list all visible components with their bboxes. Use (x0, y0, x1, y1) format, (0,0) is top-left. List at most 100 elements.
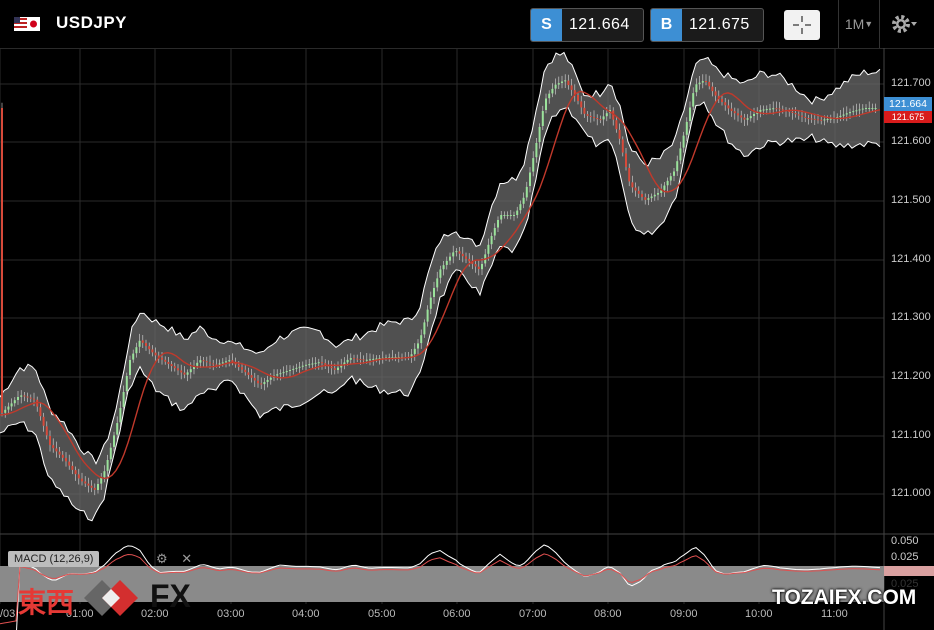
crosshair-icon (793, 16, 811, 34)
candle-body (858, 109, 861, 111)
candle-body (529, 172, 531, 186)
candle-body (429, 297, 432, 309)
candle-body (193, 366, 195, 369)
candle-body (113, 435, 115, 447)
candle-body (100, 477, 103, 484)
candle-body (20, 395, 23, 397)
candle-body (653, 194, 656, 197)
candle-body (804, 116, 807, 119)
candle-body (631, 182, 634, 188)
macd-tick: 0.050 (891, 535, 919, 547)
crosshair-button[interactable] (784, 10, 820, 40)
candle-body (740, 115, 743, 118)
close-icon[interactable]: ✕ (181, 551, 193, 566)
buy-tag: B (651, 9, 682, 41)
settings-gear-icon[interactable] (890, 12, 918, 36)
candle-body (778, 108, 781, 110)
candle-body (410, 354, 413, 357)
candle-body (865, 108, 867, 109)
tozaifx-watermark: TOZAIFX.COM (772, 586, 917, 609)
candle-body (737, 113, 739, 116)
candle-body (423, 322, 426, 335)
candle-body (599, 119, 602, 121)
candle-body (106, 460, 109, 471)
candle-body (465, 256, 467, 259)
price-chart[interactable] (0, 48, 934, 630)
candle-body (196, 362, 199, 366)
candle-body (253, 377, 256, 381)
candle-body (148, 346, 151, 350)
candle-body (71, 465, 74, 470)
candle-body (682, 135, 685, 148)
sell-button[interactable]: S 121.664 (530, 8, 644, 42)
candle-body (250, 375, 253, 378)
candle-body (513, 215, 515, 216)
candle-body (433, 288, 435, 297)
time-tick: 07:00 (519, 608, 547, 620)
candle-body (359, 358, 362, 360)
moving-average-line (0, 90, 881, 480)
candle-body (455, 251, 458, 253)
candle-body (730, 108, 733, 112)
candle-body (289, 370, 291, 371)
macd-signal-line (0, 553, 881, 625)
candle-body (621, 139, 624, 153)
candle-body (375, 358, 378, 360)
candle-body (68, 461, 71, 466)
candle-body (119, 408, 122, 423)
candle-body (733, 111, 736, 114)
candle-body (769, 108, 771, 110)
time-tick: 09:00 (670, 608, 698, 620)
candle-body (324, 363, 327, 365)
candle-body (346, 359, 349, 363)
time-tick: 04:00 (292, 608, 320, 620)
candle-body (861, 108, 864, 110)
candle-body (241, 367, 243, 370)
candle-body (593, 117, 595, 118)
logo-diamond-icon (84, 580, 138, 616)
upper-band-line (0, 51, 881, 465)
candle-body (7, 406, 10, 410)
candle-body (13, 400, 16, 404)
candle-body (746, 118, 749, 120)
candle-body (487, 244, 490, 254)
candle-body (615, 120, 618, 130)
candle-body (170, 364, 173, 367)
candle-body (826, 118, 829, 120)
candle-body (180, 370, 183, 373)
candle-body (132, 353, 135, 360)
candle-body (570, 85, 573, 90)
symbol-title[interactable]: USDJPY (56, 13, 128, 32)
candle-body (397, 357, 400, 358)
candle-body (685, 121, 688, 135)
candle-body (391, 357, 394, 359)
buy-button[interactable]: B 121.675 (650, 8, 764, 42)
macd-tick: 0.025 (891, 578, 919, 590)
price-tick: 121.600 (891, 135, 931, 147)
candle-body (724, 102, 727, 106)
candle-body (516, 210, 519, 215)
candle-body (679, 148, 682, 161)
macd-indicator-label[interactable]: MACD (12,26,9) (8, 551, 100, 567)
candle-body (839, 115, 842, 118)
candle-body (772, 108, 775, 110)
price-tick: 121.400 (891, 253, 931, 265)
gear-icon[interactable]: ⚙ (156, 551, 168, 566)
candlesticks (1, 74, 877, 496)
macd-panel (0, 544, 934, 630)
candle-body (481, 264, 483, 270)
time-tick: 06:00 (443, 608, 471, 620)
timeframe-selector[interactable]: 1M▼ (838, 0, 880, 48)
candle-body (103, 471, 106, 478)
candle-body (356, 358, 359, 360)
candle-body (644, 197, 647, 200)
candle-body (167, 361, 170, 364)
candle-body (442, 265, 445, 270)
candle-body (589, 115, 592, 117)
candle-body (743, 117, 746, 120)
candle-body (564, 80, 567, 82)
candle-body (93, 487, 96, 490)
time-tick: /03 (0, 608, 16, 620)
candle-body (333, 368, 336, 370)
candle-body (52, 445, 55, 449)
